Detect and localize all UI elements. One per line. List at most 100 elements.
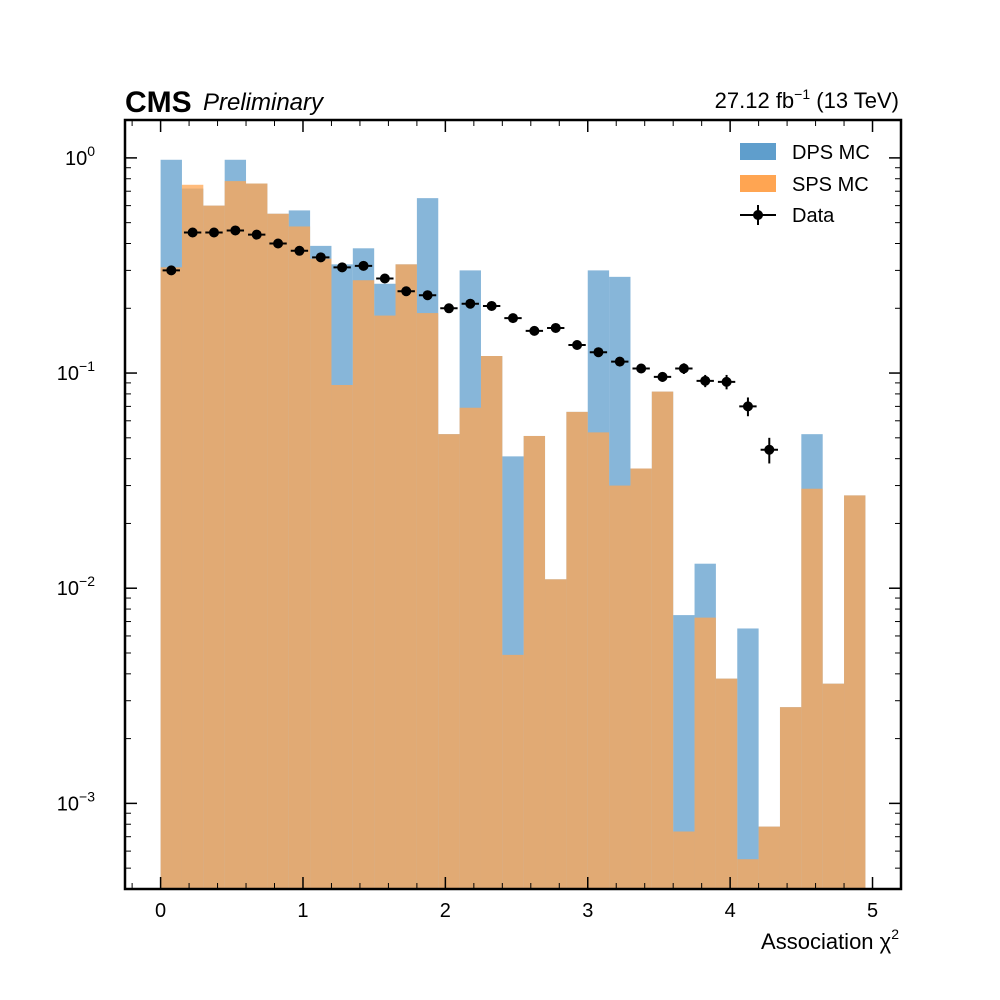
data-point-24 (675, 363, 693, 374)
data-point-marker-8 (337, 262, 348, 273)
sps-bar-31 (822, 683, 845, 889)
data-point-marker-2 (208, 227, 219, 238)
data-point-marker-10 (379, 273, 390, 284)
data-point-marker-12 (422, 290, 433, 301)
data-point-2 (205, 227, 223, 238)
data-point-16 (504, 313, 522, 324)
sps-bar-6 (288, 226, 311, 890)
legend: DPS MC SPS MC Data (740, 142, 870, 227)
data-point-6 (290, 245, 309, 256)
data-point-4 (248, 229, 266, 240)
data-point-20 (589, 347, 608, 358)
sps-bar-23 (651, 391, 674, 889)
data-point-0 (162, 265, 180, 276)
lumi-exponent: −1 (794, 86, 810, 102)
sps-bar-3 (224, 181, 247, 890)
legend-marker-data-dot (753, 210, 763, 220)
sps-bar-8 (331, 385, 353, 889)
data-point-10 (376, 273, 394, 284)
data-point-5 (269, 238, 287, 249)
legend-swatch-dps (740, 143, 776, 160)
luminosity-label: 27.12 fb−1 (13 TeV) (715, 86, 899, 113)
sps-bar-18 (545, 579, 567, 889)
x-axis-label-text: Association χ (761, 929, 892, 954)
x-tick-label-0: 0 (155, 900, 166, 922)
data-point-marker-17 (529, 325, 540, 336)
data-point-marker-19 (572, 340, 583, 351)
data-point-11 (397, 286, 415, 297)
sps-bar-9 (352, 280, 375, 889)
data-point-1 (183, 227, 202, 238)
sps-bar-0 (160, 267, 182, 890)
x-tick-label-3: 3 (582, 900, 593, 922)
data-point-3 (226, 225, 245, 236)
data-points (162, 225, 778, 464)
data-point-marker-15 (486, 300, 497, 311)
data-point-marker-24 (678, 363, 689, 374)
data-point-marker-7 (315, 252, 326, 263)
data-point-marker-27 (742, 401, 753, 412)
sps-bar-7 (310, 258, 332, 889)
sps-bar-11 (395, 264, 417, 889)
sps-bar-19 (566, 411, 588, 889)
data-point-15 (482, 300, 501, 311)
data-point-25 (696, 374, 714, 388)
data-point-27 (739, 397, 757, 417)
sps-bar-4 (246, 183, 268, 889)
legend-label-data: Data (792, 205, 835, 227)
data-point-marker-18 (550, 322, 561, 333)
x-tick-label-4: 4 (725, 900, 736, 922)
data-point-marker-23 (657, 371, 668, 382)
data-point-marker-14 (465, 298, 476, 309)
data-point-8 (333, 262, 351, 273)
sps-bar-21 (609, 485, 631, 889)
x-axis-label: Association χ2 (761, 926, 899, 954)
data-point-marker-5 (273, 238, 284, 249)
sps-bar-27 (737, 859, 759, 889)
sps-bar-16 (502, 654, 524, 889)
legend-swatch-sps (740, 175, 776, 192)
sps-bar-24 (673, 831, 695, 889)
plot-frame (123, 118, 903, 891)
sps-bar-28 (758, 826, 780, 889)
sps-bar-13 (438, 434, 460, 889)
data-point-marker-1 (187, 227, 198, 238)
experiment-label: CMS (125, 86, 192, 119)
sps-bar-29 (779, 707, 802, 889)
sps-bar-2 (203, 205, 225, 889)
axes: 0 1 2 3 4 5 100 10−1 10−2 10−3 (57, 118, 903, 922)
data-point-14 (461, 298, 479, 309)
legend-label-dps: DPS MC (792, 142, 870, 164)
x-tick-label-5: 5 (867, 900, 878, 922)
data-point-marker-28 (764, 444, 775, 455)
data-point-19 (568, 340, 586, 351)
data-point-28 (760, 437, 778, 464)
sps-bar-20 (587, 432, 610, 889)
sps-bar-32 (844, 495, 866, 889)
sps-bar-30 (801, 488, 823, 889)
data-point-marker-21 (614, 356, 625, 367)
data-point-23 (653, 371, 672, 382)
data-point-marker-20 (593, 347, 604, 358)
data-point-26 (717, 374, 736, 390)
y-tick-label-3: 10−3 (57, 788, 95, 815)
y-tick-label-1: 10−1 (57, 358, 95, 385)
data-point-marker-13 (443, 303, 454, 314)
data-point-marker-3 (230, 225, 241, 236)
data-point-marker-26 (721, 376, 732, 387)
sps-bar-22 (630, 468, 652, 889)
data-point-22 (632, 363, 650, 374)
data-point-marker-6 (294, 245, 305, 256)
data-point-7 (312, 252, 330, 263)
data-point-17 (525, 325, 544, 336)
sps-bar-12 (416, 313, 439, 889)
y-tick-label-0: 100 (65, 143, 95, 170)
lumi-value: 27.12 fb (715, 88, 795, 113)
data-point-marker-4 (251, 229, 262, 240)
data-point-marker-25 (700, 375, 711, 386)
data-point-marker-0 (166, 265, 177, 276)
data-point-12 (418, 290, 437, 301)
legend-label-sps: SPS MC (792, 174, 869, 196)
status-label: Preliminary (203, 89, 325, 116)
